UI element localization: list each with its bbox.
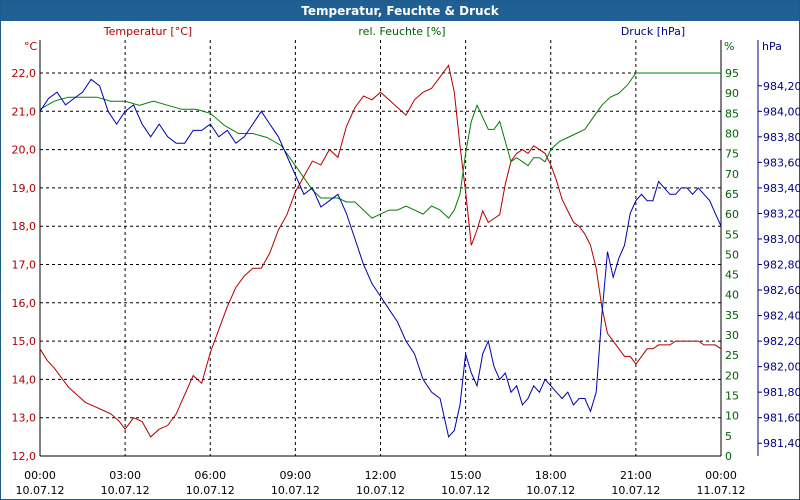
humidity-tick-label: 15 <box>725 390 739 403</box>
temp-tick-label: 20,0 <box>12 144 37 157</box>
pressure-tick-label: 983,00 <box>763 233 800 246</box>
pressure-tick-label: 983,20 <box>763 207 800 220</box>
pressure-tick-label: 983,60 <box>763 156 800 169</box>
humidity-unit-label: % <box>724 40 734 53</box>
temp-unit-label: °C <box>24 40 38 53</box>
humidity-tick-label: 40 <box>725 289 739 302</box>
series-line-humidity <box>39 72 721 219</box>
pressure-tick-label: 982,80 <box>763 259 800 272</box>
x-tick-date: 10.07.12 <box>16 484 65 497</box>
x-tick-time: 18:00 <box>535 469 567 482</box>
pressure-tick-label: 982,60 <box>763 284 800 297</box>
x-tick-time: 06:00 <box>194 469 226 482</box>
humidity-tick-label: 60 <box>725 208 739 221</box>
x-tick-time: 15:00 <box>450 469 482 482</box>
pressure-tick-label: 982,20 <box>763 335 800 348</box>
x-tick-time: 21:00 <box>620 469 652 482</box>
pressure-tick-label: 983,80 <box>763 131 800 144</box>
temp-tick-label: 15,0 <box>12 335 37 348</box>
temp-tick-label: 17,0 <box>12 259 37 272</box>
temp-tick-label: 12,0 <box>12 450 37 463</box>
temp-tick-label: 14,0 <box>12 373 37 386</box>
humidity-tick-label: 0 <box>725 450 732 463</box>
series-line-temperature <box>39 64 722 438</box>
humidity-tick-label: 90 <box>725 87 739 100</box>
x-tick-date: 10.07.12 <box>186 484 235 497</box>
x-tick-date: 10.07.12 <box>526 484 575 497</box>
humidity-tick-label: 35 <box>725 309 739 322</box>
humidity-tick-label: 25 <box>725 349 739 362</box>
temp-axis-title: Temperatur [°C] <box>103 25 192 38</box>
x-tick-date: 10.07.12 <box>441 484 490 497</box>
humidity-tick-label: 70 <box>725 168 739 181</box>
humidity-axis-title: rel. Feuchte [%] <box>358 25 445 38</box>
x-tick-date: 10.07.12 <box>611 484 660 497</box>
temp-tick-label: 22,0 <box>12 67 37 80</box>
pressure-tick-label: 981,40 <box>763 437 800 450</box>
pressure-tick-label: 981,60 <box>763 412 800 425</box>
temp-tick-label: 19,0 <box>12 182 37 195</box>
pressure-unit-label: hPa <box>762 40 782 53</box>
x-tick-time: 03:00 <box>109 469 141 482</box>
humidity-tick-label: 65 <box>725 188 739 201</box>
temp-tick-label: 21,0 <box>12 105 37 118</box>
humidity-tick-label: 30 <box>725 329 739 342</box>
x-tick-date: 10.07.12 <box>271 484 320 497</box>
humidity-tick-label: 45 <box>725 269 739 282</box>
x-tick-date: 11.07.12 <box>697 484 746 497</box>
humidity-tick-label: 50 <box>725 248 739 261</box>
humidity-tick-label: 5 <box>725 430 732 443</box>
humidity-tick-label: 55 <box>725 228 739 241</box>
humidity-tick-label: 75 <box>725 148 739 161</box>
temp-tick-label: 18,0 <box>12 220 37 233</box>
humidity-tick-label: 85 <box>725 107 739 120</box>
x-tick-time: 09:00 <box>280 469 312 482</box>
x-tick-time: 00:00 <box>705 469 737 482</box>
pressure-tick-label: 982,40 <box>763 310 800 323</box>
pressure-axis-title: Druck [hPa] <box>621 25 685 38</box>
chart-title: Temperatur, Feuchte & Druck <box>1 1 799 21</box>
humidity-tick-label: 95 <box>725 67 739 80</box>
temp-tick-label: 16,0 <box>12 297 37 310</box>
pressure-tick-label: 984,00 <box>763 105 800 118</box>
x-tick-time: 00:00 <box>24 469 56 482</box>
pressure-tick-label: 983,40 <box>763 182 800 195</box>
pressure-tick-label: 984,20 <box>763 80 800 93</box>
humidity-tick-label: 80 <box>725 127 739 140</box>
temp-tick-label: 13,0 <box>12 412 37 425</box>
humidity-tick-label: 20 <box>725 369 739 382</box>
humidity-tick-label: 10 <box>725 410 739 423</box>
x-tick-date: 10.07.12 <box>356 484 405 497</box>
series-line-pressure <box>39 78 722 438</box>
x-tick-time: 12:00 <box>365 469 397 482</box>
pressure-tick-label: 981,80 <box>763 386 800 399</box>
pressure-tick-label: 982,00 <box>763 361 800 374</box>
x-tick-date: 10.07.12 <box>101 484 150 497</box>
